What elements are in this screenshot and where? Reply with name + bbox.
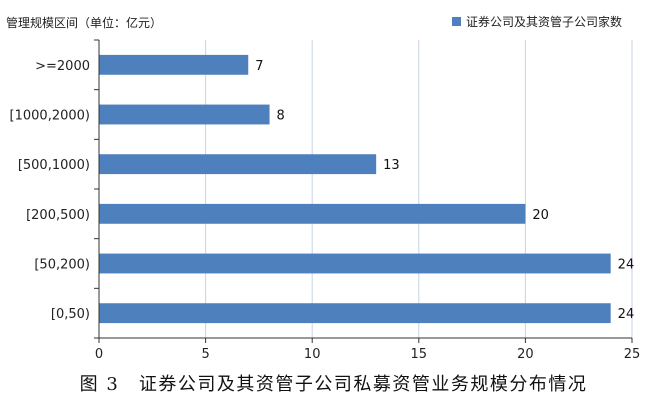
- bar: [99, 303, 611, 324]
- bars: [99, 54, 611, 324]
- bar: [99, 154, 377, 175]
- x-tick-label: 15: [411, 347, 428, 362]
- data-label: 8: [277, 109, 285, 124]
- bar: [99, 104, 270, 125]
- category-label: [200,500): [26, 208, 90, 223]
- data-label: 13: [383, 158, 400, 173]
- category-label: [1000,2000): [10, 109, 90, 124]
- legend-swatch: [452, 17, 461, 26]
- grid-lines: [205, 40, 633, 338]
- category-label: [500,1000): [18, 158, 90, 173]
- figure-caption: 图 3 证券公司及其资管子公司私募资管业务规模分布情况: [79, 374, 588, 395]
- data-label: 24: [618, 307, 635, 322]
- x-tick-label: 5: [201, 347, 209, 362]
- x-tick-label: 20: [517, 347, 534, 362]
- bar: [99, 203, 526, 224]
- axes: [94, 39, 633, 343]
- data-label: 20: [532, 208, 549, 223]
- bar: [99, 54, 249, 75]
- data-label: 24: [618, 258, 635, 273]
- x-tick-label: 10: [304, 347, 321, 362]
- legend-label: 证券公司及其资管子公司家数: [466, 14, 622, 29]
- labels: 0 5 10 15 20 25 >=2000 7 [1000,2000) 8 [500,1000) 1…: [10, 59, 641, 362]
- category-label: >=2000: [35, 59, 90, 74]
- bar: [99, 253, 611, 274]
- x-tick-label: 25: [624, 347, 641, 362]
- category-label: [50,200): [34, 258, 90, 273]
- bar-chart: 管理规模区间（单位：亿元） 证券公司及其资管子公司家数 0 5 10 15 20 25 >=…: [6, 14, 641, 362]
- y-axis-title: 管理规模区间（单位：亿元）: [6, 15, 162, 30]
- x-tick-label: 0: [95, 347, 103, 362]
- legend: 证券公司及其资管子公司家数: [452, 14, 622, 29]
- category-label: [0,50): [51, 307, 90, 322]
- data-label: 7: [255, 59, 263, 74]
